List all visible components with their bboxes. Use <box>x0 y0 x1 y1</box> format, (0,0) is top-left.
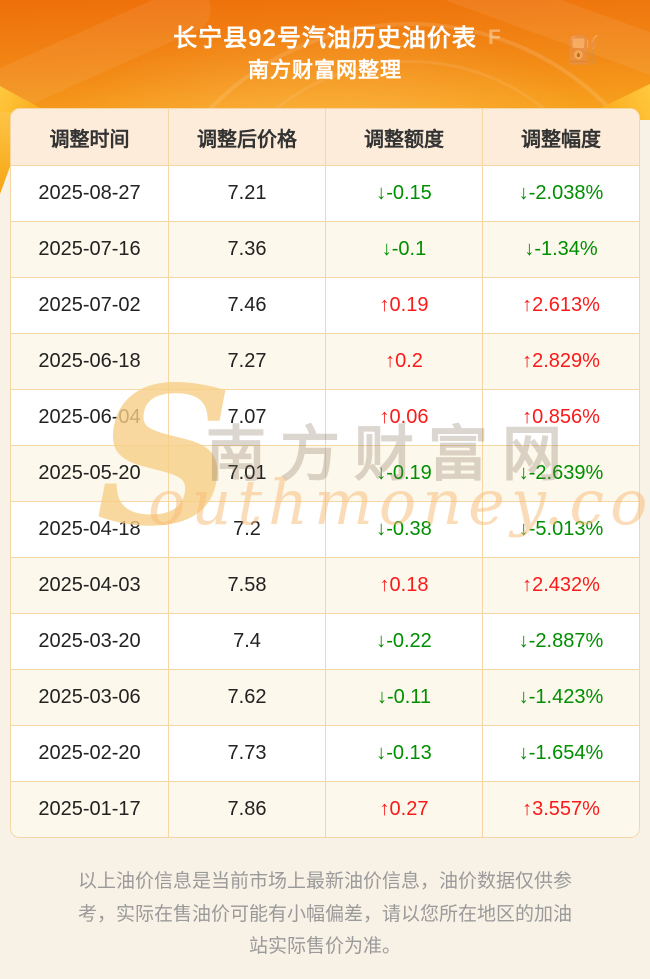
cell-adjust-date: 2025-04-18 <box>38 518 141 540</box>
cell-adjust-date: 2025-01-17 <box>38 798 141 820</box>
cell-change-amount: ↓-0.11 <box>325 670 482 725</box>
cell-price: 7.21 <box>168 166 325 221</box>
cell-price: 7.4 <box>168 614 325 669</box>
cell-change-percent: ↓-1.423% <box>482 670 639 725</box>
cell-price: 7.86 <box>168 782 325 837</box>
cell-adjust-date: 2025-05-20 <box>38 462 141 484</box>
page-subtitle: 南方财富网整理 <box>248 59 402 82</box>
table-header-row: 调整时间 调整后价格 调整额度 调整幅度 <box>11 109 639 165</box>
cell-change-amount: ↑0.2 <box>325 334 482 389</box>
table-row: 2025-05-20 7.01 ↓-0.19 ↓-2.639% <box>11 445 639 501</box>
cell-price: 7.73 <box>168 726 325 781</box>
table-row: 2025-06-18 7.27 ↑0.2 ↑2.829% <box>11 333 639 389</box>
cell-change-percent: ↓-1.34% <box>482 222 639 277</box>
table-row: 2025-02-20 7.73 ↓-0.13 ↓-1.654% <box>11 725 639 781</box>
cell-price: 7.27 <box>168 334 325 389</box>
cell-change-amount: ↓-0.38 <box>325 502 482 557</box>
disclaimer-text: 以上油价信息是当前市场上最新油价信息，油价数据仅供参考，实际在售油价可能有小幅偏… <box>77 871 572 958</box>
table-row: 2025-07-16 7.36 ↓-0.1 ↓-1.34% <box>11 221 639 277</box>
cell-adjust-date: 2025-03-20 <box>38 630 141 652</box>
cell-price: 7.62 <box>168 670 325 725</box>
price-table: 调整时间 调整后价格 调整额度 调整幅度 2025-08-27 7.21 ↓-0… <box>10 108 640 838</box>
table-row: 2025-07-02 7.46 ↑0.19 ↑2.613% <box>11 277 639 333</box>
cell-change-amount: ↓-0.1 <box>325 222 482 277</box>
cell-price: 7.46 <box>168 278 325 333</box>
cell-change-amount: ↑0.06 <box>325 390 482 445</box>
cell-change-percent: ↑2.432% <box>482 558 639 613</box>
cell-adjust-date: 2025-04-03 <box>38 574 141 596</box>
cell-adjust-date: 2025-03-06 <box>38 686 141 708</box>
column-header-adjust-time: 调整时间 <box>49 128 130 151</box>
cell-adjust-date: 2025-06-18 <box>38 350 141 372</box>
table-row: 2025-01-17 7.86 ↑0.27 ↑3.557% <box>11 781 639 837</box>
cell-change-percent: ↑2.829% <box>482 334 639 389</box>
cell-adjust-date: 2025-07-16 <box>38 238 141 260</box>
cell-change-percent: ↓-2.639% <box>482 446 639 501</box>
cell-price: 7.36 <box>168 222 325 277</box>
cell-change-percent: ↑3.557% <box>482 782 639 837</box>
cell-change-amount: ↑0.19 <box>325 278 482 333</box>
cell-adjust-date: 2025-06-04 <box>38 406 141 428</box>
cell-adjust-date: 2025-07-02 <box>38 294 141 316</box>
cell-change-percent: ↓-2.887% <box>482 614 639 669</box>
column-header-adjust-amount: 调整额度 <box>325 109 482 165</box>
cell-adjust-date: 2025-08-27 <box>38 182 141 204</box>
cell-change-percent: ↓-1.654% <box>482 726 639 781</box>
cell-adjust-date: 2025-02-20 <box>38 742 141 764</box>
table-row: 2025-04-03 7.58 ↑0.18 ↑2.432% <box>11 557 639 613</box>
page-title: 长宁县92号汽油历史油价表 <box>173 25 477 52</box>
column-header-adjust-rate: 调整幅度 <box>482 109 639 165</box>
cell-price: 7.01 <box>168 446 325 501</box>
cell-change-percent: ↑2.613% <box>482 278 639 333</box>
cell-change-amount: ↓-0.19 <box>325 446 482 501</box>
table-row: 2025-03-20 7.4 ↓-0.22 ↓-2.887% <box>11 613 639 669</box>
table-row: 2025-03-06 7.62 ↓-0.11 ↓-1.423% <box>11 669 639 725</box>
cell-price: 7.2 <box>168 502 325 557</box>
table-row: 2025-08-27 7.21 ↓-0.15 ↓-2.038% <box>11 165 639 221</box>
cell-change-percent: ↓-5.013% <box>482 502 639 557</box>
cell-change-amount: ↓-0.22 <box>325 614 482 669</box>
table-row: 2025-04-18 7.2 ↓-0.38 ↓-5.013% <box>11 501 639 557</box>
cell-price: 7.07 <box>168 390 325 445</box>
table-row: 2025-06-04 7.07 ↑0.06 ↑0.856% <box>11 389 639 445</box>
page-header: F ⛽ <box>0 0 650 120</box>
cell-change-amount: ↑0.27 <box>325 782 482 837</box>
column-header-adjusted-price: 调整后价格 <box>168 109 325 165</box>
table-body: 2025-08-27 7.21 ↓-0.15 ↓-2.038% 2025-07-… <box>11 165 639 837</box>
cell-change-percent: ↑0.856% <box>482 390 639 445</box>
cell-change-amount: ↑0.18 <box>325 558 482 613</box>
cell-change-percent: ↓-2.038% <box>482 166 639 221</box>
cell-change-amount: ↓-0.15 <box>325 166 482 221</box>
cell-price: 7.58 <box>168 558 325 613</box>
cell-change-amount: ↓-0.13 <box>325 726 482 781</box>
